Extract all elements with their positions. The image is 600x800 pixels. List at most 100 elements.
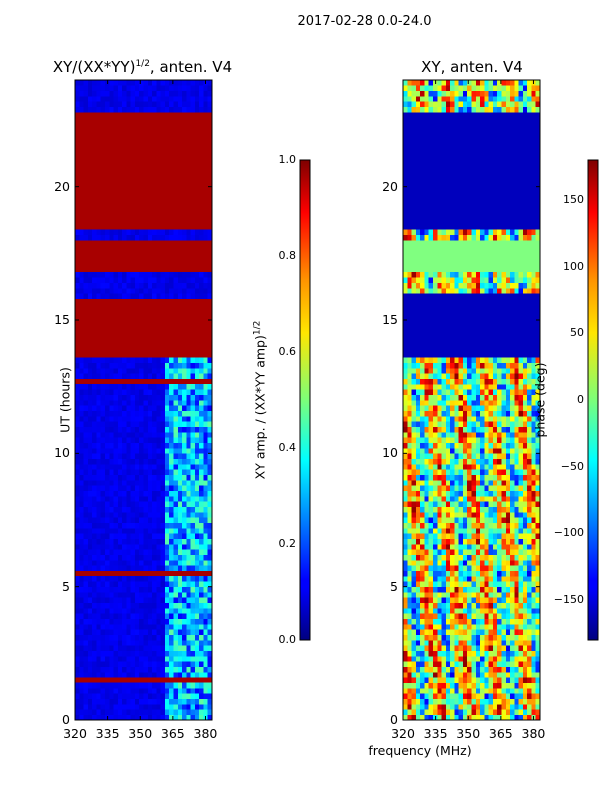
phase-cell <box>458 373 464 380</box>
phase-cell <box>432 522 438 529</box>
amplitude-cell <box>164 560 170 566</box>
amplitude-cell <box>122 432 127 438</box>
phase-cell <box>441 410 447 417</box>
amplitude-cell <box>139 496 144 502</box>
amplitude-cell <box>83 293 89 300</box>
amplitude-cell <box>182 85 187 92</box>
phase-cell <box>522 538 528 545</box>
amplitude-cell <box>83 90 89 97</box>
amplitude-cell <box>100 410 106 417</box>
phase-cell <box>505 624 511 630</box>
amplitude-cell <box>186 522 191 529</box>
phase-cell <box>527 544 532 550</box>
amplitude-cell <box>199 549 204 556</box>
phase-cell <box>522 453 528 460</box>
amplitude-cell <box>207 714 213 721</box>
amplitude-cell <box>182 373 187 380</box>
phase-cell <box>535 106 541 113</box>
amplitude-cell <box>143 629 149 636</box>
phase-cell <box>484 464 490 470</box>
amplitude-cell <box>104 538 110 545</box>
amplitude-cell <box>130 410 136 417</box>
amplitude-cell <box>190 586 196 593</box>
amplitude-cell <box>87 528 93 534</box>
amplitude-cell <box>194 474 200 481</box>
amplitude-cell <box>173 592 179 598</box>
phase-cell <box>467 581 472 588</box>
amplitude-cell <box>109 480 114 486</box>
amplitude-cell <box>96 597 102 604</box>
amplitude-cell <box>87 277 93 284</box>
phase-cell <box>424 618 430 625</box>
amplitude-cell <box>173 597 179 604</box>
amplitude-cell <box>92 282 97 289</box>
phase-cell <box>458 394 464 401</box>
phase-cell <box>505 229 511 236</box>
phase-cell <box>497 426 502 433</box>
phase-cell <box>505 469 511 476</box>
amplitude-cell <box>122 90 127 97</box>
phase-cell <box>454 672 460 678</box>
amplitude-cell <box>126 469 132 476</box>
phase-cell <box>437 592 442 598</box>
amplitude-cell <box>122 608 127 614</box>
amplitude-cell <box>130 496 136 502</box>
amplitude-cell <box>122 480 127 486</box>
amplitude-cell <box>139 565 144 572</box>
phase-cell <box>514 613 519 620</box>
amplitude-cell <box>207 442 213 449</box>
amplitude-cell <box>122 650 127 657</box>
amplitude-cell <box>130 656 136 662</box>
amplitude-cell <box>100 661 106 668</box>
phase-cell <box>424 410 430 417</box>
phase-cell <box>531 656 537 662</box>
amplitude-cell <box>75 144 212 150</box>
amplitude-cell <box>75 112 212 118</box>
phase-cell <box>450 576 455 582</box>
amplitude-cell <box>104 426 110 433</box>
phase-cell <box>535 378 541 385</box>
phase-cell <box>484 485 490 492</box>
amplitude-cell <box>147 602 153 609</box>
phase-cell <box>458 586 464 593</box>
phase-cell <box>505 458 511 465</box>
amplitude-cell <box>100 101 106 108</box>
amplitude-cell <box>100 624 106 630</box>
phase-cell <box>458 442 464 449</box>
amplitude-cell <box>122 421 127 428</box>
amplitude-cell <box>75 154 212 160</box>
amplitude-cell <box>92 458 97 465</box>
amplitude-cell <box>156 442 162 449</box>
amplitude-cell <box>207 464 213 470</box>
amplitude-cell <box>126 698 132 705</box>
phase-cell <box>501 602 507 609</box>
phase-cell <box>403 314 540 320</box>
amplitude-cell <box>164 389 170 396</box>
phase-cell <box>420 560 425 566</box>
amplitude-cell <box>164 528 170 534</box>
phase-cell <box>403 410 408 417</box>
amplitude-cell <box>182 533 187 540</box>
amplitude-cell <box>173 96 179 102</box>
phase-cell <box>450 410 455 417</box>
amplitude-cell <box>109 469 114 476</box>
amplitude-cell <box>100 533 106 540</box>
amplitude-cell <box>182 480 187 486</box>
phase-cell <box>454 629 460 636</box>
phase-cell <box>505 517 511 524</box>
amplitude-cell <box>134 416 140 422</box>
phase-cell <box>535 613 541 620</box>
amplitude-cell <box>207 485 213 492</box>
phase-cell <box>458 410 464 417</box>
phase-cell <box>403 330 540 336</box>
phase-cell <box>514 506 519 513</box>
phase-cell <box>428 464 434 470</box>
amplitude-cell <box>173 485 179 492</box>
phase-cell <box>454 512 460 518</box>
phase-cell <box>458 554 464 561</box>
amplitude-cell <box>134 688 140 694</box>
amplitude-cell <box>100 613 106 620</box>
phase-cell <box>501 634 507 641</box>
amplitude-cell <box>203 704 209 710</box>
amplitude-cell <box>156 80 162 86</box>
